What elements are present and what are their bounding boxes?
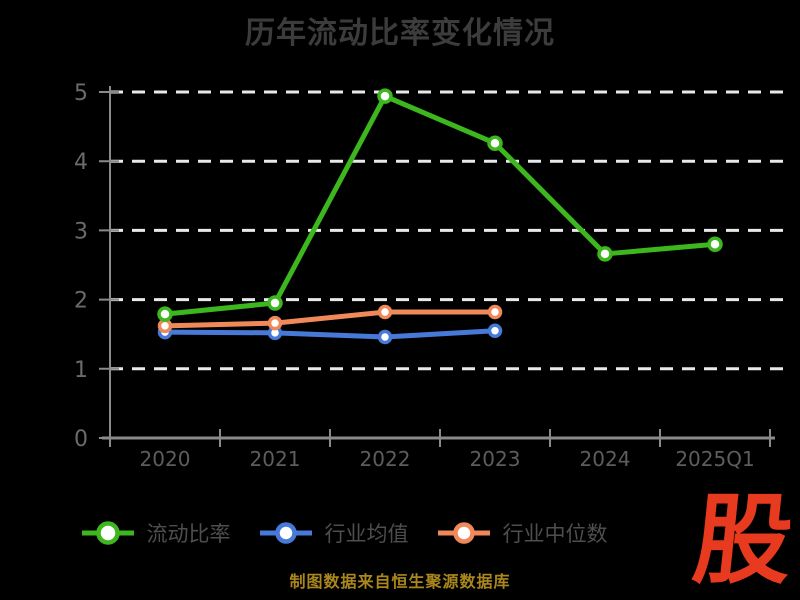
y-tick-label: 2 [74, 289, 88, 314]
data-point-marker [267, 295, 283, 311]
data-point-marker [707, 236, 723, 252]
data-point-marker [377, 304, 393, 320]
series-line [162, 328, 498, 340]
legend-label: 行业中位数 [502, 522, 608, 546]
legend-line-marker-icon [259, 522, 312, 544]
series-line [162, 309, 498, 329]
data-point-marker [157, 306, 173, 322]
x-tick-label: 2025Q1 [675, 447, 754, 471]
chart-title: 历年流动比率变化情况 [245, 16, 555, 51]
legend-item-industry-median[interactable]: 行业中位数 [437, 518, 608, 548]
y-tick-label: 0 [74, 427, 88, 452]
legend-line-marker-icon [81, 521, 134, 545]
legend-label: 行业均值 [324, 522, 409, 546]
legend-line-marker-icon [437, 522, 490, 544]
series-line [162, 93, 718, 317]
data-point-marker [267, 315, 283, 331]
y-tick-label: 5 [74, 81, 88, 106]
legend-item-current-ratio[interactable]: 流动比率 [81, 518, 231, 548]
x-tick-label: 2020 [140, 447, 191, 471]
data-point-marker [487, 304, 503, 320]
legend-label: 流动比率 [146, 522, 231, 546]
legend-item-industry-mean[interactable]: 行业均值 [259, 518, 409, 548]
x-tick-label: 2022 [360, 447, 411, 471]
legend: 流动比率 行业均值 行业中位数 [0, 518, 688, 548]
x-tick-label: 2024 [580, 447, 631, 471]
data-point-marker [157, 318, 173, 334]
data-point-marker [377, 329, 393, 345]
y-tick-label: 1 [74, 358, 88, 383]
data-point-marker [597, 246, 613, 262]
data-source-note: 制图数据来自恒生聚源数据库 [289, 572, 511, 591]
data-point-marker [487, 135, 503, 151]
data-point-marker [487, 323, 503, 338]
x-tick-label: 2021 [250, 447, 301, 471]
brand-logo: 股 [688, 484, 799, 598]
x-tick-label: 2023 [470, 447, 521, 471]
y-tick-label: 3 [74, 219, 88, 244]
data-point-marker [377, 88, 393, 104]
y-tick-label: 4 [74, 150, 88, 175]
